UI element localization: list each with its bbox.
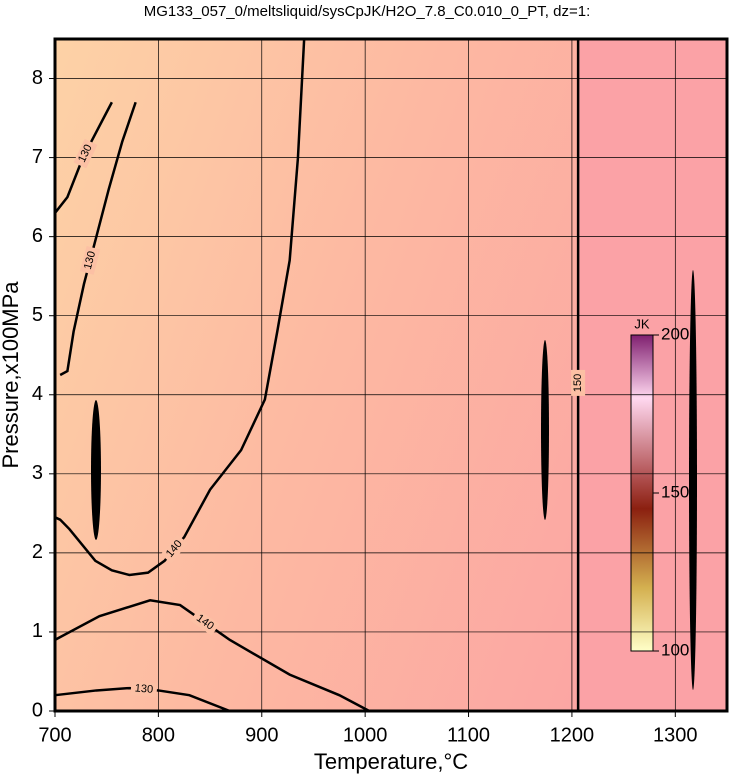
colorbar-label: JK: [634, 316, 650, 331]
phase-marker: [91, 400, 101, 540]
x-tick-label: 1100: [447, 724, 490, 746]
y-tick-label: 7: [32, 146, 43, 168]
y-tick-label: 3: [32, 462, 43, 484]
contour-label: 150: [572, 374, 584, 392]
contour-label-bg: [190, 609, 220, 636]
x-tick-label: 700: [38, 724, 71, 746]
phase-markers: [91, 270, 697, 690]
x-axis-label: Temperature,°C: [314, 749, 468, 774]
y-tick-label: 1: [32, 620, 43, 642]
contour-label-bg: [130, 681, 158, 698]
contour-label-bg: [80, 246, 101, 275]
y-tick-label: 5: [32, 304, 43, 326]
phase-marker: [689, 270, 697, 690]
colorbar-tick-label: 150: [661, 482, 689, 501]
y-tick-label: 6: [32, 225, 43, 247]
contour-label-bg: [571, 369, 586, 396]
contour-label: 130: [134, 682, 153, 695]
x-tick-label: 1200: [550, 724, 595, 746]
x-tick-label: 800: [142, 724, 175, 746]
contour-label: 130: [82, 250, 98, 271]
x-tick-label: 900: [245, 724, 278, 746]
colorbar-tick-label: 100: [661, 640, 689, 659]
contour-label-bg: [160, 534, 189, 564]
chart-title: MG133_057_0/meltsliquid/sysCpJK/H2O_7.8_…: [144, 3, 591, 20]
x-tick-label: 1300: [653, 724, 698, 746]
contour-label-bg: [73, 138, 98, 169]
x-tick-label: 1000: [343, 724, 388, 746]
plot-frame: [53, 37, 729, 713]
y-tick-label: 4: [32, 383, 43, 405]
phase-marker: [541, 340, 549, 520]
y-tick-label: 0: [32, 699, 43, 721]
colorbar-tick-label: 200: [661, 324, 689, 343]
y-tick-label: 8: [32, 67, 43, 89]
colorbar: [630, 334, 654, 652]
y-axis-label: Pressure,x100MPa: [0, 281, 23, 469]
y-tick-label: 2: [32, 541, 43, 563]
